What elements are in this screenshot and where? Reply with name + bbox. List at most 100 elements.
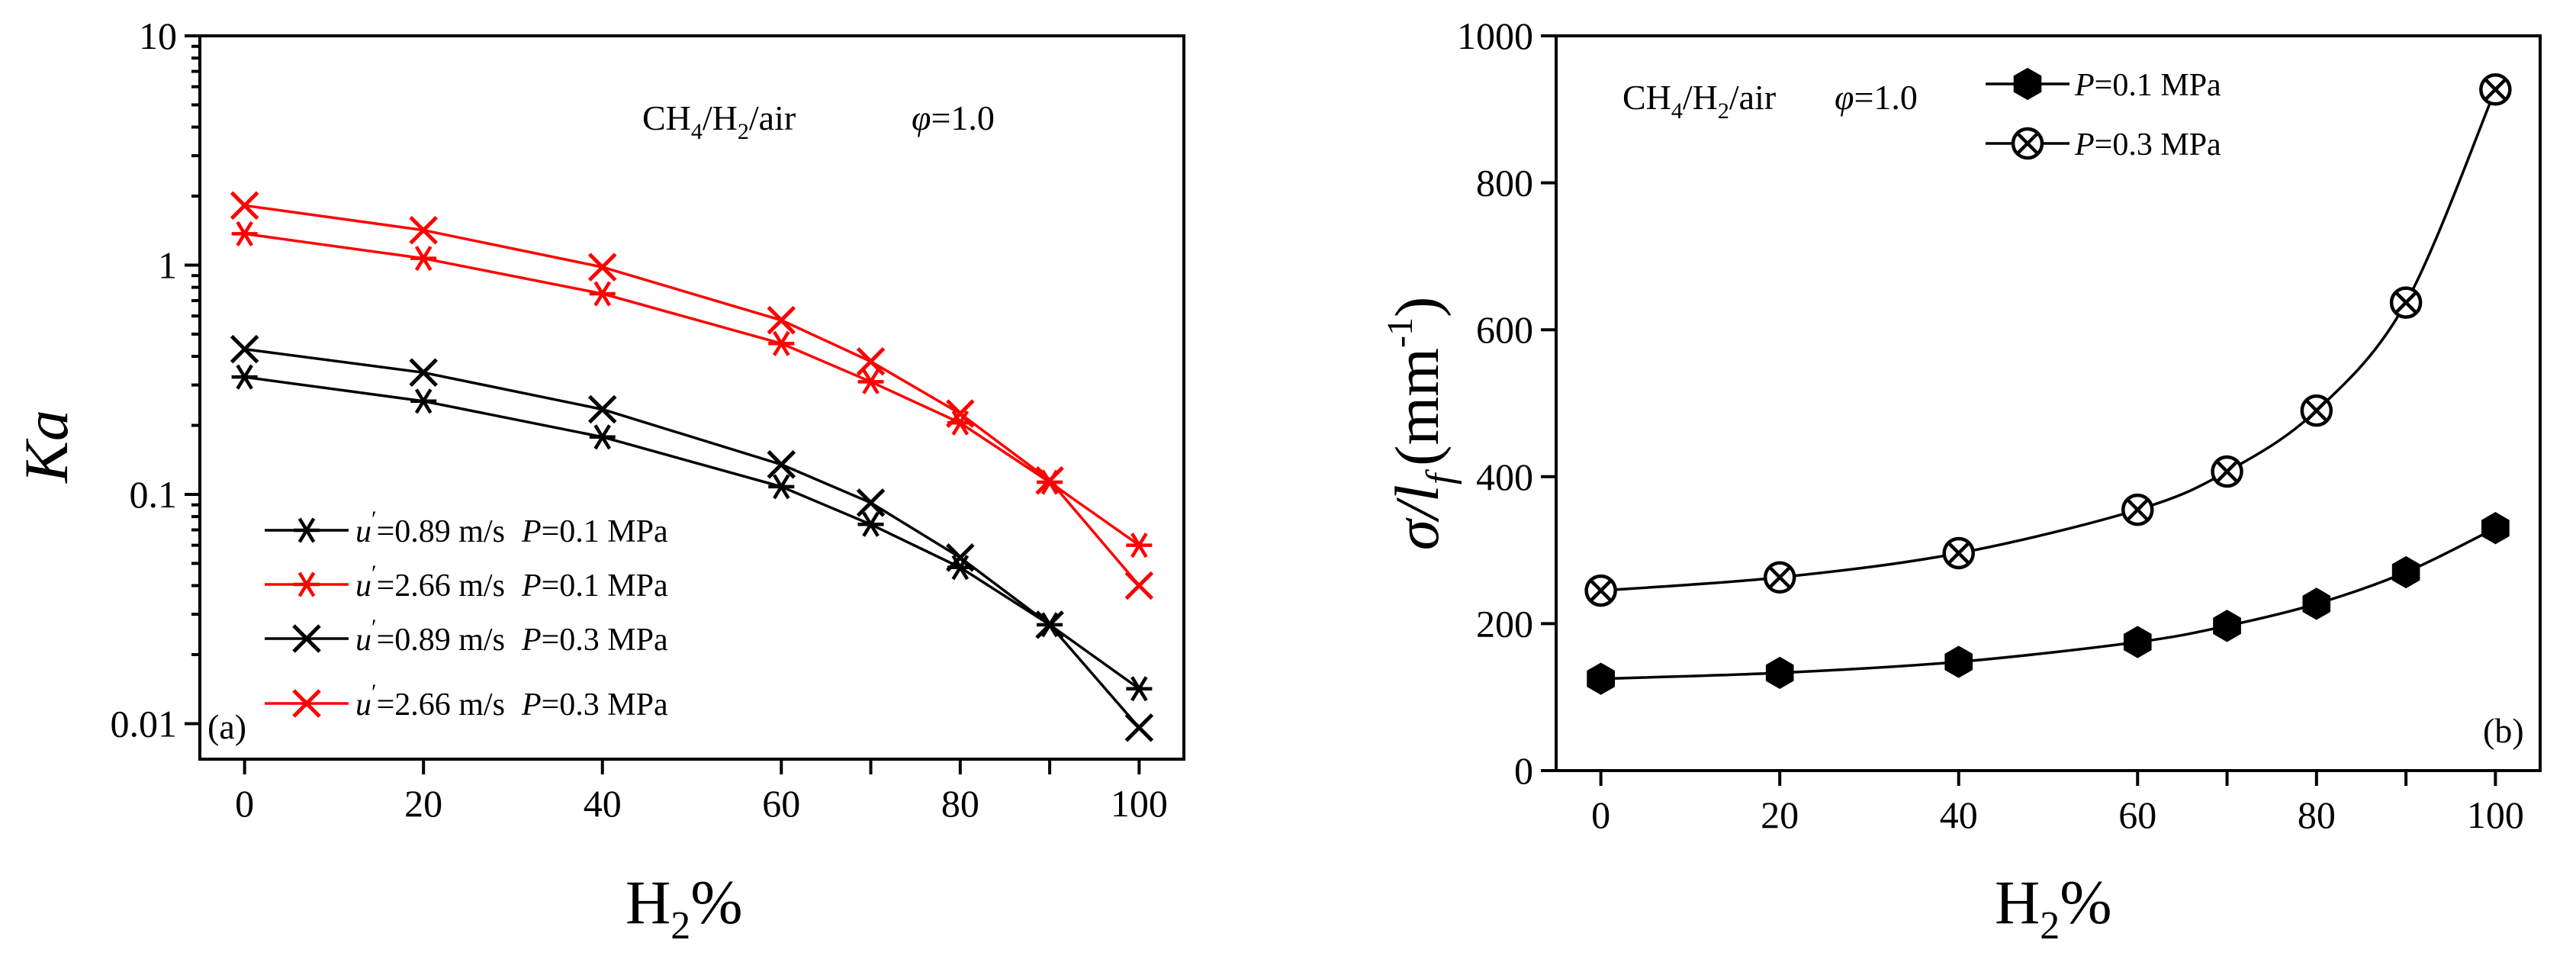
x-tick-label: 40	[584, 782, 622, 825]
data-point	[587, 253, 617, 282]
panel-a-x-axis-title: H2%	[626, 867, 743, 948]
data-point	[2391, 555, 2420, 589]
legend-item: u′=2.66 m/s P=0.1 MPa	[265, 561, 668, 604]
y-tick-label: 800	[1476, 162, 1533, 204]
legend-swatch-a-0	[265, 517, 349, 543]
data-point	[2479, 73, 2512, 106]
series-line-4	[244, 204, 1140, 587]
panel-b-plot-frame	[1555, 34, 2542, 772]
data-point	[1944, 645, 1973, 678]
data-point	[1765, 656, 1794, 690]
y-tick-label: 1000	[1457, 14, 1533, 57]
data-point	[409, 215, 438, 245]
data-point	[231, 220, 258, 246]
data-point	[856, 346, 886, 376]
legend-label: P=0.1 MPa	[2074, 68, 2221, 103]
legend-swatch-a-2	[265, 624, 349, 653]
legend-item: u′=0.89 m/s P=0.3 MPa	[265, 615, 668, 658]
series-line-3	[244, 347, 1140, 729]
panel-a-series	[230, 191, 1154, 742]
panel-b-series	[1584, 73, 2512, 695]
data-point	[2211, 455, 2243, 488]
panel-a-y-axis-title: Ka	[11, 410, 81, 484]
data-point	[587, 394, 617, 424]
panel-a-phi-annotation: φ=1.0	[912, 98, 995, 137]
panel-a-plot-frame	[198, 34, 1185, 761]
x-tick-label: 60	[762, 782, 800, 825]
panel-b-mixture-annotation: CH4/H2/air	[1622, 78, 1776, 124]
panel-a-ticks: 0 20 40 60 80 100 0.01 0.1 1 10	[111, 14, 1168, 825]
data-point	[1584, 574, 1617, 607]
x-tick-label: 80	[941, 782, 979, 825]
x-tick-label: 60	[2118, 793, 2156, 836]
panel-b-y-axis-title: σ/lf(mm-1)	[1380, 297, 1462, 551]
series-line-2	[1600, 89, 2497, 592]
data-point	[1124, 571, 1154, 600]
data-point	[230, 191, 259, 220]
data-point	[2124, 626, 2152, 658]
legend-label: u′=2.66 m/s P=0.1 MPa	[355, 561, 668, 604]
data-point	[1763, 561, 1796, 594]
legend-marker	[294, 571, 320, 597]
data-point	[946, 543, 975, 572]
x-tick-label: 100	[2467, 793, 2524, 836]
y-tick-label: 0.1	[130, 473, 178, 516]
data-point	[767, 305, 796, 335]
legend-label: u′=0.89 m/s P=0.3 MPa	[355, 615, 668, 658]
legend-swatch-b-0	[1986, 67, 2069, 101]
data-point	[768, 474, 795, 500]
legend-label: P=0.3 MPa	[2074, 127, 2221, 163]
data-point	[1035, 610, 1064, 639]
x-tick-label: 100	[1111, 782, 1168, 825]
y-tick-label: 400	[1476, 455, 1533, 498]
series-line-2	[244, 232, 1140, 547]
y-tick-label: 0.01	[111, 702, 178, 745]
legend-marker	[294, 517, 320, 543]
data-point	[1124, 713, 1154, 742]
data-point	[2300, 394, 2333, 427]
legend-item: P=0.1 MPa	[1986, 67, 2221, 103]
y-tick-label: 0	[1514, 749, 1533, 792]
panel-a-mixture-annotation: CH4/H2/air	[642, 98, 796, 144]
data-point	[768, 330, 795, 356]
panel-a-label: (a)	[207, 707, 246, 746]
data-point	[409, 358, 438, 388]
panel-b-legend: P=0.1 MPa P=0.3 MPa	[1986, 67, 2221, 163]
legend-item: P=0.3 MPa	[1986, 127, 2221, 163]
data-point	[2302, 587, 2331, 620]
x-tick-label: 20	[404, 782, 442, 825]
data-point	[589, 281, 616, 307]
data-point	[1126, 533, 1153, 558]
legend-swatch-b-1	[1986, 127, 2069, 160]
data-point	[767, 450, 796, 479]
legend-marker	[292, 689, 321, 718]
y-tick-label: 1	[158, 243, 177, 286]
data-point	[2121, 493, 2154, 526]
data-point	[1035, 465, 1064, 495]
data-point	[231, 364, 258, 390]
y-tick-label: 200	[1476, 602, 1533, 645]
data-point	[2481, 512, 2510, 545]
panel-b-label: (b)	[2483, 711, 2524, 750]
legend-marker	[2013, 67, 2042, 101]
panel-b-x-axis-title: H2%	[1995, 867, 2112, 948]
data-point	[589, 424, 616, 450]
data-point	[1587, 662, 1615, 695]
data-point	[410, 246, 437, 272]
legend-marker	[292, 624, 321, 653]
legend-label: u′=2.66 m/s P=0.3 MPa	[355, 680, 668, 723]
x-tick-label: 0	[1591, 793, 1610, 836]
legend-item: u′=2.66 m/s P=0.3 MPa	[265, 680, 668, 723]
data-point	[946, 399, 975, 428]
data-point	[410, 388, 437, 414]
x-tick-label: 0	[235, 782, 254, 825]
series-line-1	[1600, 526, 2497, 681]
data-point	[1942, 536, 1975, 570]
legend-marker	[2011, 127, 2044, 160]
data-point	[1126, 676, 1153, 702]
x-tick-label: 40	[1940, 793, 1978, 836]
